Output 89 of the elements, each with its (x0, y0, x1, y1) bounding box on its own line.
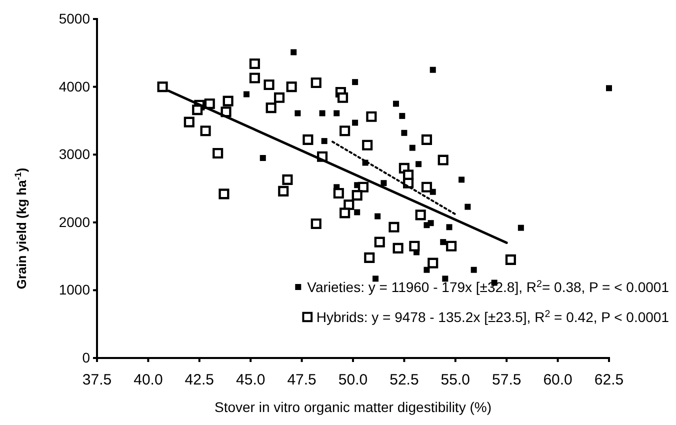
point (409, 144, 416, 151)
point (244, 91, 250, 98)
point (424, 266, 430, 273)
point (446, 224, 452, 230)
point (470, 266, 477, 273)
x-tick-label: 57.5 (492, 372, 522, 388)
point (421, 182, 432, 192)
point (286, 82, 297, 92)
point (393, 100, 400, 107)
point (372, 276, 379, 282)
point (428, 258, 438, 268)
point (319, 110, 326, 116)
point (340, 126, 350, 136)
point (212, 148, 224, 159)
point (310, 218, 322, 230)
point (424, 222, 430, 228)
y-tick-label: 5000 (58, 10, 90, 26)
point (249, 58, 260, 70)
point (354, 209, 360, 216)
point (310, 77, 322, 88)
point (401, 130, 408, 136)
x-tick-label: 42.5 (184, 372, 214, 388)
x-tick-label: 47.5 (287, 372, 316, 388)
point (458, 176, 465, 183)
y-tick-label: 1000 (58, 282, 90, 298)
point (264, 79, 274, 90)
point (464, 204, 471, 210)
x-tick-label: 60.0 (543, 372, 572, 388)
x-axis-title: Stover in vitro organic matter digestibility (%) (214, 399, 492, 415)
point (157, 82, 168, 92)
point (440, 239, 446, 246)
point (366, 111, 377, 122)
point (249, 72, 260, 84)
point (204, 98, 215, 110)
point (352, 190, 362, 201)
point (222, 96, 234, 106)
point (399, 112, 406, 119)
point (302, 134, 314, 145)
point (392, 242, 404, 254)
point (430, 66, 436, 73)
point (340, 208, 350, 218)
point (184, 116, 194, 128)
point (409, 240, 420, 252)
x-tick-label: 37.5 (82, 372, 112, 388)
x-tick-label: 45.0 (236, 372, 266, 388)
point (337, 92, 348, 103)
x-tick-label: 40.0 (134, 372, 163, 388)
point (505, 254, 516, 265)
point (294, 110, 301, 116)
point (260, 154, 266, 161)
point (192, 104, 203, 116)
x-tick-label: 52.5 (390, 372, 419, 388)
x-tick-label: 50.0 (338, 372, 368, 388)
point (352, 79, 358, 86)
point (333, 188, 344, 199)
point (218, 188, 230, 200)
y-tick-label: 3000 (58, 146, 90, 162)
point (274, 92, 285, 103)
point (364, 252, 375, 263)
point (421, 134, 432, 145)
point (438, 154, 448, 166)
point (321, 138, 328, 144)
point (416, 161, 422, 168)
legend-label: Hybrids: y = 9478 - 135.2x [±23.5], R$^{2}$ = 0.42, P < 0.0001 (316, 308, 670, 325)
point (220, 106, 232, 118)
point (518, 224, 524, 231)
point (282, 174, 293, 185)
x-tick-label: 62.5 (594, 372, 624, 388)
legend-label: Varieties: y = 11960 - 179x [±32.8], R$^{2}$= 0.38, P = < 0.0001 (307, 278, 670, 295)
point (362, 140, 373, 150)
point (380, 180, 387, 186)
point (606, 85, 612, 92)
y-tick-label: 0 (82, 349, 90, 366)
y-tick-label: 4000 (58, 78, 90, 94)
point (374, 236, 385, 248)
point (334, 110, 340, 116)
point (266, 102, 276, 114)
point (290, 49, 297, 56)
point (278, 186, 289, 196)
point (442, 276, 448, 282)
y-tick-label: 2000 (58, 214, 90, 230)
point (352, 120, 358, 126)
point (358, 182, 369, 192)
point (446, 240, 457, 252)
point (388, 222, 400, 232)
point (415, 210, 426, 220)
point (374, 213, 381, 220)
point (200, 126, 211, 136)
x-tick-label: 55.0 (440, 372, 470, 388)
